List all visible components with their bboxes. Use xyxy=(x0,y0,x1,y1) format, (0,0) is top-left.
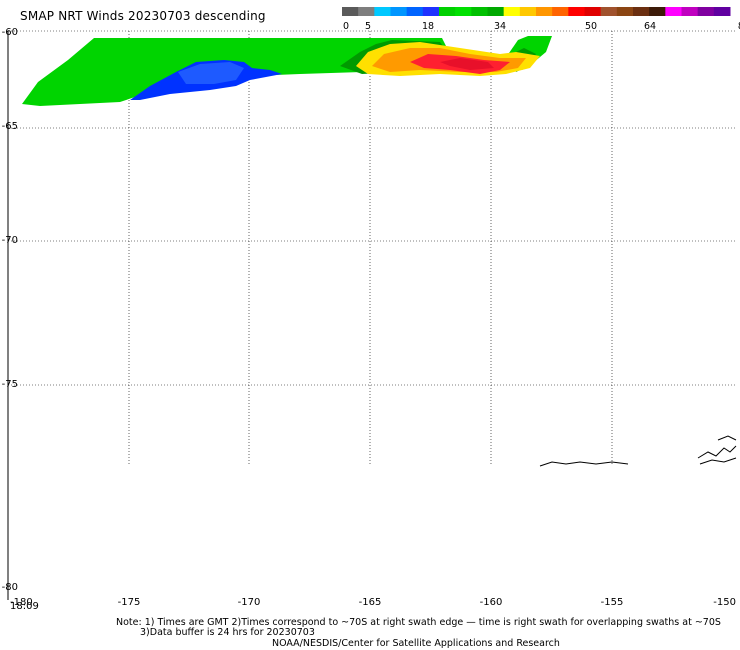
colorbar-tick-label: 80 xyxy=(738,21,740,32)
colorbar-tick-label: 64 xyxy=(644,21,656,32)
colorbar-tick-label: 5 xyxy=(365,21,371,32)
colorbar-swatch xyxy=(503,7,521,16)
longitude-label: -175 xyxy=(118,597,141,608)
colorbar-tick-label: 34 xyxy=(494,21,506,32)
note-line-1: Note: 1) Times are GMT 2)Times correspon… xyxy=(116,617,721,628)
latitude-label: -80 xyxy=(2,582,18,593)
colorbar-swatch xyxy=(584,7,602,16)
map-title: SMAP NRT Winds 20230703 descending xyxy=(20,9,266,23)
colorbar-swatch xyxy=(487,7,505,16)
note-line-2: 3)Data buffer is 24 hrs for 20230703 xyxy=(140,627,315,638)
colorbar-swatch xyxy=(439,7,456,16)
colorbar-swatch xyxy=(519,7,537,16)
colorbar-swatch xyxy=(536,7,553,16)
coastline-east xyxy=(697,435,737,465)
colorbar-swatch xyxy=(649,7,666,16)
colorbar-swatch xyxy=(697,7,715,16)
longitude-label: -155 xyxy=(601,597,624,608)
colorbar-swatch xyxy=(600,7,618,16)
latitude-label: -65 xyxy=(2,121,18,132)
swath-blue-light xyxy=(178,62,244,84)
colorbar-swatch xyxy=(374,7,391,16)
longitude-labels: -180 -175 -170 -165 -160 -155 -150 xyxy=(10,597,736,608)
colorbar: 0 5 18 34 50 64 80 xyxy=(342,7,740,32)
colorbar-swatch xyxy=(713,7,731,16)
colorbar-tick-label: 0 xyxy=(343,21,349,32)
colorbar-swatch xyxy=(455,7,472,16)
longitude-label: -160 xyxy=(480,597,503,608)
longitude-grid xyxy=(128,31,613,466)
longitude-label: -150 xyxy=(713,597,736,608)
colorbar-swatch xyxy=(358,7,375,16)
longitude-label: -165 xyxy=(359,597,382,608)
latitude-label: -70 xyxy=(2,235,18,246)
colorbar-swatch xyxy=(406,7,424,16)
swath-deep-red xyxy=(440,58,494,70)
colorbar-swatch xyxy=(422,7,440,16)
colorbar-swatch xyxy=(568,7,585,16)
latitude-grid xyxy=(8,127,736,386)
colorbar-swatch xyxy=(342,7,359,16)
coastline xyxy=(539,435,737,467)
latitude-label: -75 xyxy=(2,379,18,390)
credit-line: NOAA/NESDIS/Center for Satellite Applica… xyxy=(272,638,560,649)
latitude-labels: -60 -65 -70 -75 -80 xyxy=(2,27,18,593)
colorbar-swatch xyxy=(681,7,699,16)
latitude-label: -60 xyxy=(2,27,18,38)
colorbar-tick-label: 18 xyxy=(422,21,434,32)
colorbar-swatch xyxy=(665,7,682,16)
colorbar-swatch xyxy=(390,7,408,16)
longitude-label: -180 xyxy=(10,597,33,608)
colorbar-swatch xyxy=(633,7,650,16)
colorbar-swatch xyxy=(471,7,488,16)
coastline-shelf xyxy=(539,461,629,467)
time-label: 18:09 xyxy=(10,601,39,612)
colorbar-swatch xyxy=(616,7,634,16)
longitude-label: -170 xyxy=(238,597,261,608)
wind-swath xyxy=(22,36,552,106)
colorbar-tick-label: 50 xyxy=(585,21,597,32)
colorbar-swatch xyxy=(552,7,569,16)
